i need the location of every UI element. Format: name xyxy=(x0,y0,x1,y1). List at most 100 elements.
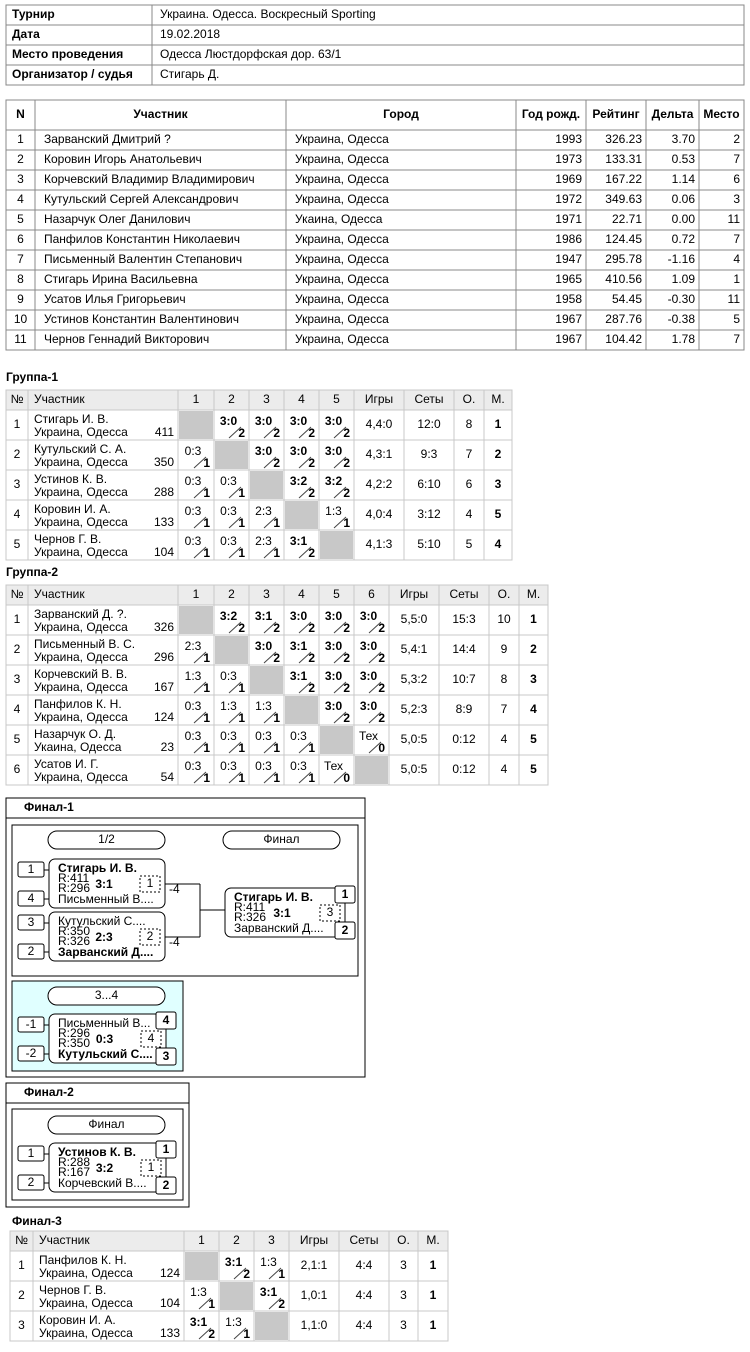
header-cell xyxy=(285,99,517,131)
match-number-box xyxy=(139,928,161,946)
match-points: 2 xyxy=(378,651,385,665)
score-slash xyxy=(263,651,277,664)
player-rating: R:326 xyxy=(234,910,266,924)
match-score: 3:0 xyxy=(290,414,308,428)
match-score: 3:0 xyxy=(360,699,378,713)
table-cell xyxy=(483,439,513,471)
table-cell xyxy=(388,604,440,636)
match-points: 2 xyxy=(378,711,385,725)
table-cell xyxy=(183,1310,220,1342)
match-score: 1:3 xyxy=(225,1315,242,1329)
games: 5,0:5 xyxy=(401,762,428,776)
table-cell xyxy=(213,754,250,786)
player-city: Украина, Одесса xyxy=(34,425,128,439)
diagonal-cell xyxy=(250,666,283,694)
column-header: Участник xyxy=(34,392,85,406)
table-cell xyxy=(177,469,215,501)
table-cell xyxy=(483,499,513,531)
cell-text: 1986 xyxy=(555,232,582,246)
points: 7 xyxy=(466,447,473,461)
cell-text: Украина, Одесса xyxy=(295,132,389,146)
match-score: 2:3 xyxy=(95,930,113,944)
table-cell xyxy=(248,724,285,756)
points: 3 xyxy=(400,1258,407,1272)
cell-text: 1967 xyxy=(555,332,582,346)
diagonal-cell xyxy=(215,441,248,469)
table-cell xyxy=(283,754,320,786)
column-header: Участник xyxy=(34,587,85,601)
row-number: 3 xyxy=(14,672,21,686)
player-name: Стигарь И. В. xyxy=(34,412,109,426)
cell-text: 104.42 xyxy=(605,332,642,346)
diagonal-cell xyxy=(355,756,388,784)
player-rating: R:350 xyxy=(58,1036,90,1050)
sets: 0:12 xyxy=(452,732,476,746)
row-number: 1 xyxy=(18,1258,25,1272)
score-slash xyxy=(263,456,277,469)
final-place: 2 xyxy=(342,923,349,937)
cell-text: 1947 xyxy=(555,252,582,266)
table-cell xyxy=(403,529,455,561)
column-header: 2 xyxy=(228,392,235,406)
cell-text: Назарчук Олег Данилович xyxy=(44,212,190,226)
table-cell xyxy=(438,694,490,726)
column-header: 5 xyxy=(333,587,340,601)
table-cell xyxy=(438,754,490,786)
score-slash xyxy=(268,1267,282,1280)
cell-text: 1.09 xyxy=(672,272,696,286)
match-points: 1 xyxy=(238,546,245,560)
player-rating: R:296 xyxy=(58,1026,90,1040)
row-number: 3 xyxy=(14,477,21,491)
column-header: М. xyxy=(527,587,540,601)
match-score: 0:3 xyxy=(185,444,202,458)
table-cell xyxy=(318,499,355,531)
info-value: Украина. Одесса. Воскресный Sporting xyxy=(160,7,376,21)
match-score: 1:3 xyxy=(220,699,237,713)
cell-text: Украина, Одесса xyxy=(295,272,389,286)
loser-destination: -4 xyxy=(169,935,180,949)
score-slash xyxy=(268,1297,282,1310)
cell-text: 0.00 xyxy=(672,212,696,226)
match-score: 3:0 xyxy=(255,444,273,458)
cell-text: 1993 xyxy=(555,132,582,146)
score-slash xyxy=(263,426,277,439)
score-slash xyxy=(368,741,382,754)
match-score: 0:3 xyxy=(220,474,237,488)
cell-text: 9 xyxy=(17,292,24,306)
match-points: 1 xyxy=(238,741,245,755)
place: 2 xyxy=(495,447,502,461)
cell-text: 5 xyxy=(733,312,740,326)
score-slash xyxy=(263,621,277,634)
column-header: 5 xyxy=(333,392,340,406)
table-cell xyxy=(213,604,250,636)
place: 5 xyxy=(495,507,502,521)
match-points: 2 xyxy=(273,426,280,440)
cell-text: 5 xyxy=(17,212,24,226)
table-cell xyxy=(403,469,455,501)
cell-text: Стигарь Ирина Васильевна xyxy=(44,272,198,286)
match-points: 1 xyxy=(203,651,210,665)
match-points: 1 xyxy=(203,771,210,785)
table-cell xyxy=(417,1310,449,1342)
match-score: 3:0 xyxy=(360,639,378,653)
player-rating: 54 xyxy=(161,770,175,784)
match-number-box xyxy=(139,875,161,893)
match-score: 3:0 xyxy=(290,609,308,623)
table-cell xyxy=(177,529,215,561)
player-name: Зарванский Д.... xyxy=(234,921,324,935)
cell-text: 1.78 xyxy=(672,332,696,346)
column-header: О. xyxy=(498,587,511,601)
score-slash xyxy=(263,771,277,784)
cell-text: Украина, Одесса xyxy=(295,332,389,346)
player-name: Кутульский С.... xyxy=(58,1047,153,1061)
player-name: Назарчук О. Д. xyxy=(34,727,116,741)
player-city: Украина, Одесса xyxy=(39,1266,133,1280)
cell-text: 1973 xyxy=(555,152,582,166)
player-name: Стигарь И. В. xyxy=(58,861,137,875)
match-score: 3:2 xyxy=(96,1161,114,1175)
place-box xyxy=(334,885,356,904)
match-score: 0:3 xyxy=(220,534,237,548)
match-points: 2 xyxy=(278,1297,285,1311)
score-slash xyxy=(298,546,312,559)
points: 4 xyxy=(466,507,473,521)
